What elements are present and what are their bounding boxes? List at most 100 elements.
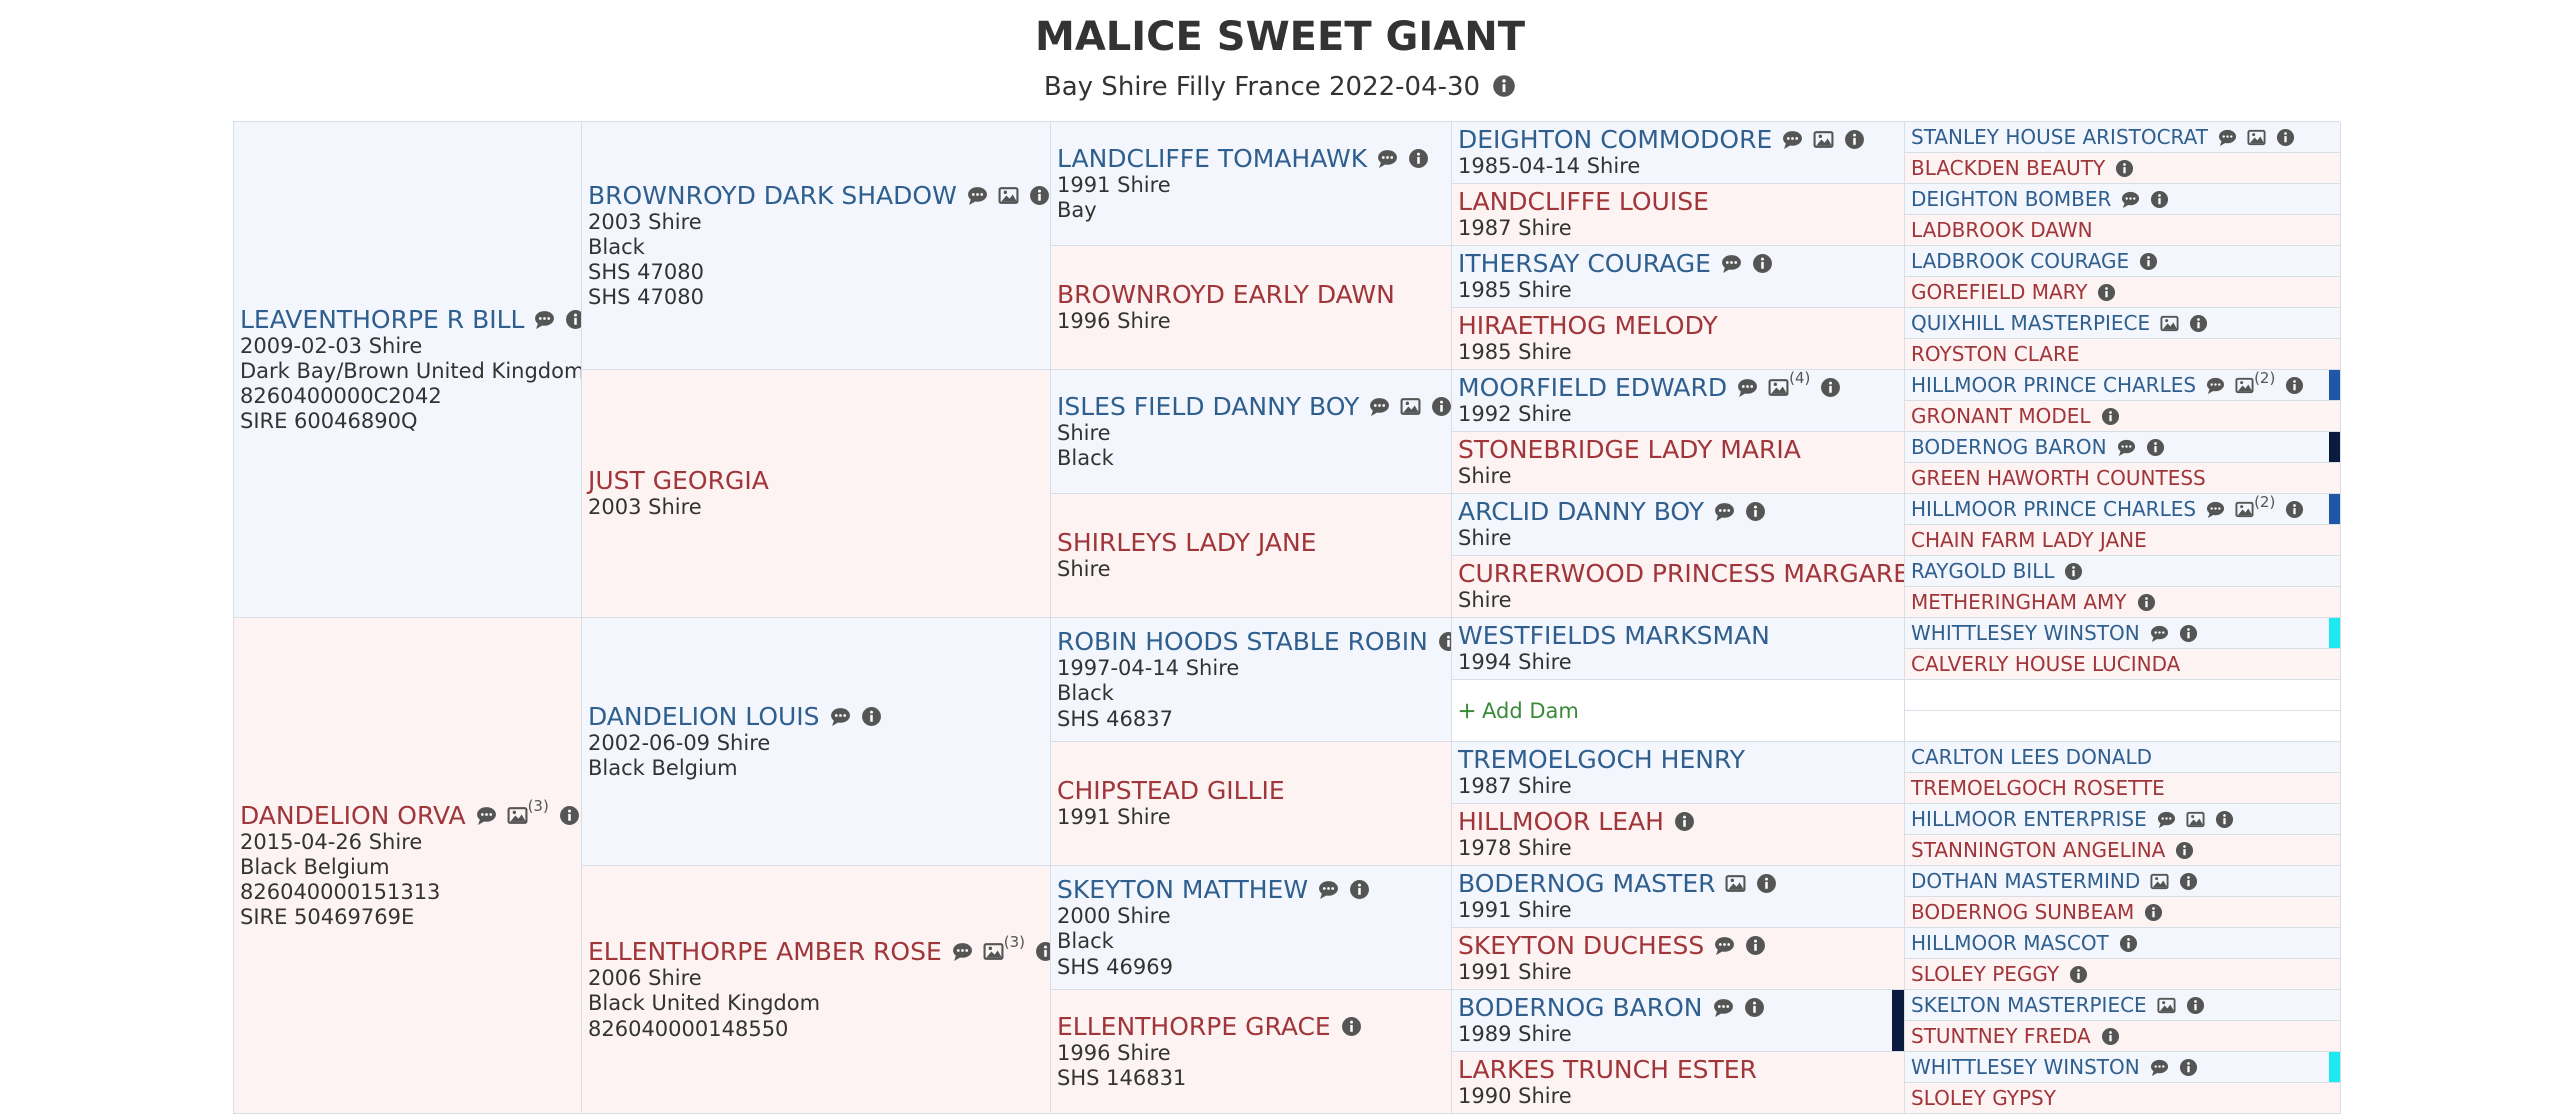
horse-name[interactable]: STANNINGTON ANGELINA	[1911, 838, 2166, 862]
info-icon[interactable]	[2215, 810, 2234, 829]
horse-name[interactable]: WHITTLESEY WINSTON	[1911, 621, 2140, 645]
horse-name[interactable]: LADBROOK DAWN	[1911, 218, 2093, 242]
comment-icon[interactable]	[534, 309, 555, 330]
info-icon[interactable]	[1844, 129, 1865, 150]
horse-name[interactable]: DANDELION ORVA	[240, 800, 466, 830]
horse-name[interactable]: BLACKDEN BEAUTY	[1911, 156, 2106, 180]
comment-icon[interactable]	[2157, 810, 2176, 829]
comment-icon[interactable]	[1737, 377, 1758, 398]
info-icon[interactable]	[2097, 283, 2116, 302]
info-icon[interactable]	[1674, 811, 1695, 832]
horse-name[interactable]: SKEYTON MATTHEW	[1057, 875, 1309, 905]
horse-name[interactable]: CARLTON LEES DONALD	[1911, 745, 2153, 769]
info-icon[interactable]	[1349, 879, 1370, 900]
horse-name[interactable]: HILLMOOR PRINCE CHARLES	[1911, 373, 2197, 397]
horse-name[interactable]: TREMOELGOCH HENRY	[1458, 745, 1745, 775]
comment-icon[interactable]	[830, 706, 851, 727]
comment-icon[interactable]	[952, 941, 973, 962]
info-icon[interactable]	[2276, 128, 2295, 147]
comment-icon[interactable]	[1318, 879, 1339, 900]
info-icon[interactable]	[2179, 872, 2198, 891]
comment-icon[interactable]	[967, 185, 988, 206]
horse-name[interactable]: ARCLID DANNY BOY	[1458, 497, 1705, 527]
horse-name[interactable]: HILLMOOR MASCOT	[1911, 931, 2109, 955]
horse-name[interactable]: BROWNROYD DARK SHADOW	[588, 180, 957, 210]
horse-name[interactable]: METHERINGHAM AMY	[1911, 590, 2127, 614]
info-icon[interactable]	[1756, 873, 1777, 894]
info-icon[interactable]	[559, 805, 580, 826]
info-icon[interactable]	[1035, 941, 1051, 962]
info-icon[interactable]	[1408, 148, 1429, 169]
info-icon[interactable]	[2285, 500, 2304, 519]
image-icon[interactable]	[2160, 314, 2179, 333]
horse-name[interactable]: DEIGHTON COMMODORE	[1458, 125, 1773, 155]
image-icon[interactable]	[983, 941, 1004, 962]
info-icon[interactable]	[2137, 593, 2156, 612]
comment-icon[interactable]	[2206, 376, 2225, 395]
image-icon[interactable]	[2186, 810, 2205, 829]
image-icon[interactable]	[1400, 396, 1421, 417]
info-icon[interactable]	[1752, 253, 1773, 274]
comment-icon[interactable]	[1721, 253, 1742, 274]
add-dam-button[interactable]: Add Dam	[1458, 699, 1904, 723]
horse-name[interactable]: STANLEY HOUSE ARISTOCRAT	[1911, 125, 2208, 149]
horse-name[interactable]: LEAVENTHORPE R BILL	[240, 304, 525, 334]
horse-name[interactable]: RAYGOLD BILL	[1911, 559, 2055, 583]
horse-name[interactable]: LARKES TRUNCH ESTER	[1458, 1055, 1757, 1085]
image-icon[interactable]	[998, 185, 1019, 206]
info-icon[interactable]	[2146, 438, 2165, 457]
horse-name[interactable]: ROBIN HOODS STABLE ROBIN	[1057, 627, 1428, 657]
horse-name[interactable]: GREEN HAWORTH COUNTESS	[1911, 466, 2206, 490]
image-icon[interactable]	[507, 805, 528, 826]
comment-icon[interactable]	[2206, 500, 2225, 519]
horse-name[interactable]: ELLENTHORPE AMBER ROSE	[588, 937, 942, 967]
comment-icon[interactable]	[1377, 148, 1398, 169]
image-icon[interactable]	[2247, 128, 2266, 147]
comment-icon[interactable]	[1714, 935, 1735, 956]
horse-name[interactable]: ISLES FIELD DANNY BOY	[1057, 391, 1360, 421]
horse-name[interactable]: DOTHAN MASTERMIND	[1911, 869, 2141, 893]
horse-name[interactable]: BODERNOG BARON	[1458, 993, 1703, 1023]
comment-icon[interactable]	[1714, 501, 1735, 522]
horse-name[interactable]: CHAIN FARM LADY JANE	[1911, 528, 2147, 552]
image-icon[interactable]	[1813, 129, 1834, 150]
horse-name[interactable]: CHIPSTEAD GILLIE	[1057, 776, 1285, 806]
info-icon[interactable]	[2179, 1058, 2198, 1077]
comment-icon[interactable]	[2121, 190, 2140, 209]
comment-icon[interactable]	[476, 805, 497, 826]
info-icon[interactable]	[1744, 997, 1765, 1018]
horse-name[interactable]: JUST GEORGIA	[588, 466, 769, 496]
horse-name[interactable]: HILLMOOR LEAH	[1458, 807, 1664, 837]
info-icon[interactable]	[2186, 996, 2205, 1015]
comment-icon[interactable]	[1782, 129, 1803, 150]
info-icon[interactable]	[2150, 190, 2169, 209]
info-icon[interactable]	[2175, 841, 2194, 860]
info-icon[interactable]	[1745, 501, 1766, 522]
comment-icon[interactable]	[2150, 624, 2169, 643]
horse-name[interactable]: HILLMOOR PRINCE CHARLES	[1911, 497, 2197, 521]
horse-name[interactable]: ROYSTON CLARE	[1911, 342, 2080, 366]
info-icon[interactable]	[1431, 396, 1452, 417]
horse-name[interactable]: BODERNOG BARON	[1911, 435, 2107, 459]
horse-name[interactable]: BODERNOG SUNBEAM	[1911, 900, 2135, 924]
horse-name[interactable]: DANDELION LOUIS	[588, 701, 820, 731]
info-icon[interactable]	[565, 309, 582, 330]
plus-icon[interactable]	[1458, 702, 1476, 720]
image-icon[interactable]	[2157, 996, 2176, 1015]
horse-name[interactable]: WHITTLESEY WINSTON	[1911, 1055, 2140, 1079]
horse-name[interactable]: SLOLEY PEGGY	[1911, 962, 2060, 986]
horse-name[interactable]: HILLMOOR ENTERPRISE	[1911, 807, 2147, 831]
horse-name[interactable]: SKEYTON DUCHESS	[1458, 931, 1705, 961]
info-icon[interactable]	[861, 706, 882, 727]
horse-name[interactable]: CALVERLY HOUSE LUCINDA	[1911, 652, 2181, 676]
horse-name[interactable]: LADBROOK COURAGE	[1911, 249, 2130, 273]
horse-name[interactable]: DEIGHTON BOMBER	[1911, 187, 2112, 211]
horse-name[interactable]: LANDCLIFFE TOMAHAWK	[1057, 143, 1368, 173]
info-icon[interactable]	[1438, 631, 1452, 652]
horse-name[interactable]: HIRAETHOG MELODY	[1458, 311, 1718, 341]
horse-name[interactable]: SKELTON MASTERPIECE	[1911, 993, 2147, 1017]
comment-icon[interactable]	[1713, 997, 1734, 1018]
comment-icon[interactable]	[1369, 396, 1390, 417]
info-icon[interactable]	[2101, 407, 2120, 426]
horse-name[interactable]: ELLENTHORPE GRACE	[1057, 1011, 1331, 1041]
